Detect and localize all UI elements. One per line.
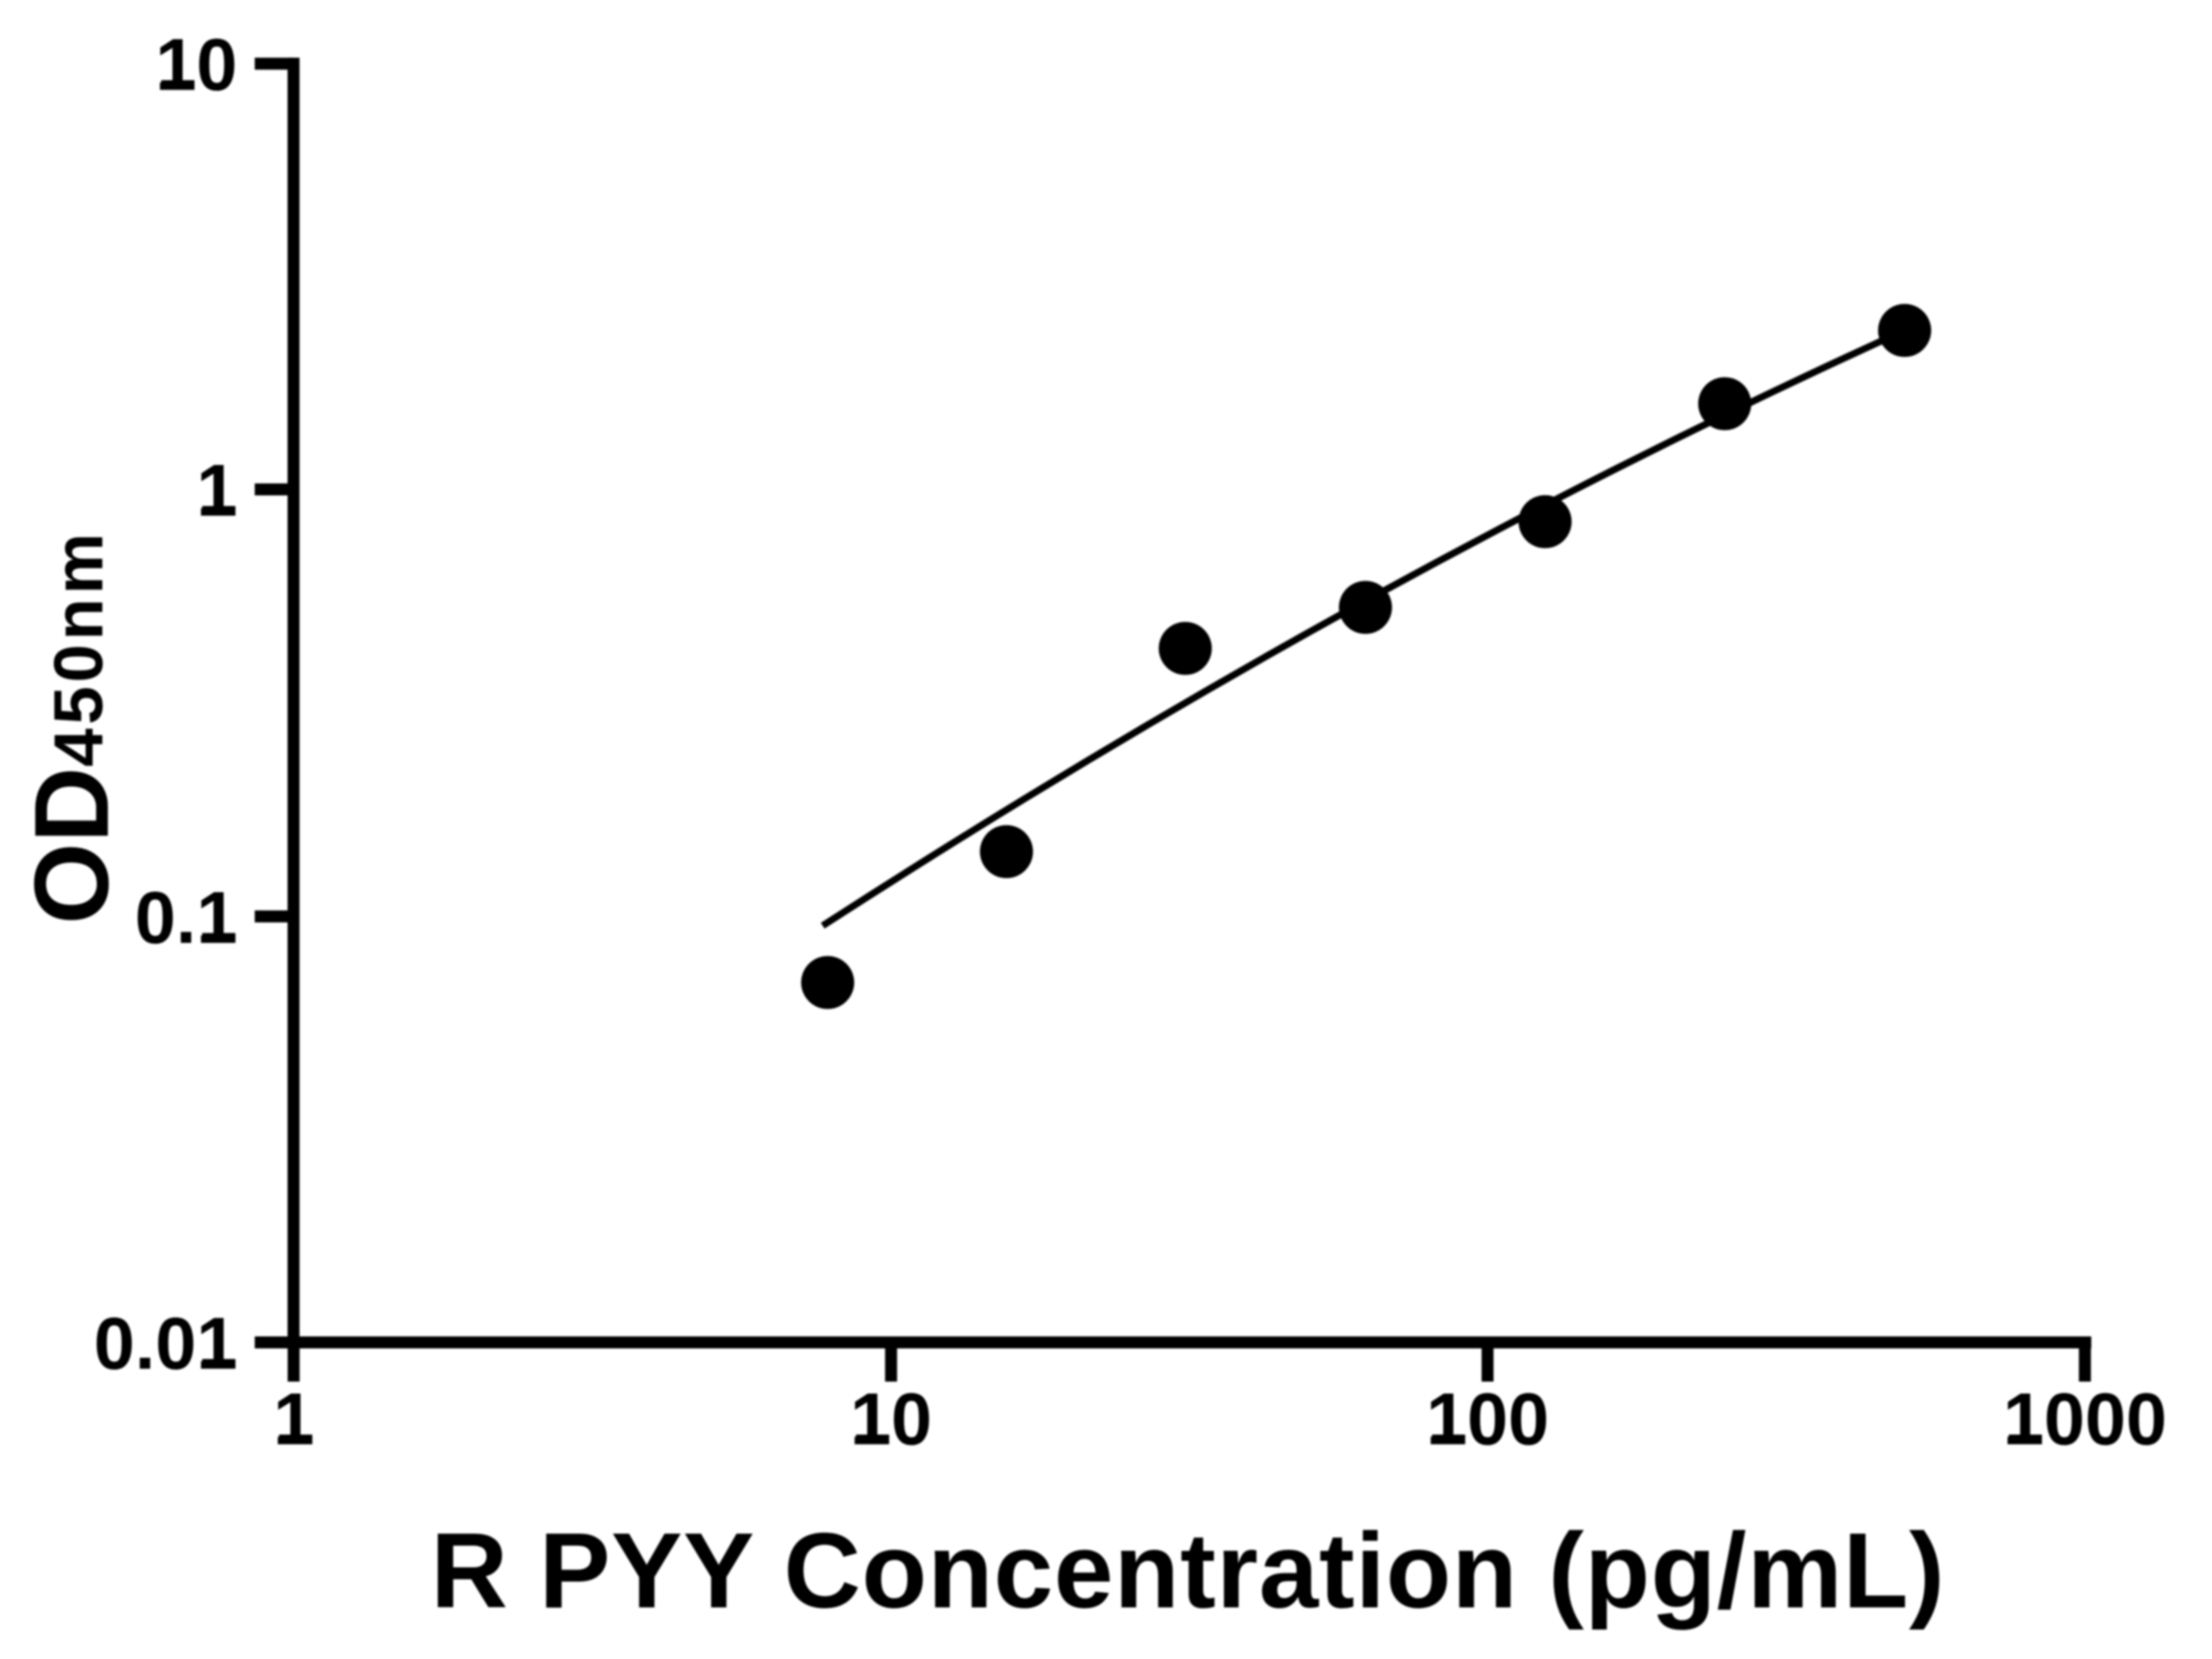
svg-text:1: 1: [273, 1378, 314, 1460]
svg-text:1000: 1000: [2003, 1378, 2167, 1460]
svg-text:10: 10: [850, 1378, 932, 1460]
svg-text:0.01: 0.01: [94, 1302, 238, 1384]
svg-text:100: 100: [1426, 1378, 1548, 1460]
svg-text:1: 1: [196, 450, 238, 532]
svg-text:0.1: 0.1: [135, 877, 237, 959]
svg-text:10: 10: [156, 24, 238, 106]
svg-text:R PYY Concentration (pg/mL): R PYY Concentration (pg/mL): [430, 1511, 1946, 1630]
